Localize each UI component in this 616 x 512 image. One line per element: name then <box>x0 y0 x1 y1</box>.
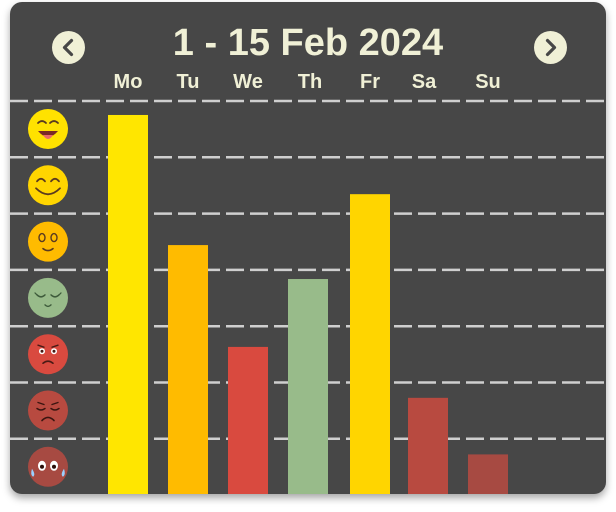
bar-su <box>468 454 508 494</box>
day-label-th: Th <box>297 71 323 93</box>
mood-face-circle <box>28 277 68 318</box>
mood-face-circle <box>28 165 68 206</box>
sad-face-icon <box>28 390 68 431</box>
bar-tu <box>168 245 208 494</box>
bar-sa <box>408 397 448 494</box>
day-label-su: Su <box>475 71 501 93</box>
chart-plot-area <box>10 99 606 494</box>
date-range-title: 1 - 15 Feb 2024 <box>172 22 444 64</box>
day-label-tu: Tu <box>176 71 200 93</box>
mood-face-circle <box>28 334 68 375</box>
next-period-button[interactable] <box>534 31 567 64</box>
day-label-mo: Mo <box>113 71 143 93</box>
chevron-left-icon <box>62 38 74 57</box>
mood-face-circle <box>28 390 68 431</box>
chevron-right-icon <box>545 38 557 57</box>
worried-face-icon <box>28 334 68 375</box>
day-label-fr: Fr <box>360 71 380 93</box>
sleepy-face-icon <box>28 277 68 318</box>
bar-we <box>228 346 268 494</box>
bar-th <box>288 279 328 494</box>
smiling-face-icon <box>28 165 68 206</box>
previous-period-button[interactable] <box>52 31 85 64</box>
mood-face-circle <box>28 109 68 149</box>
crying-face-icon <box>28 446 68 487</box>
grinning-tongue-face-icon <box>28 109 68 149</box>
day-label-we: We <box>233 71 263 93</box>
bar-mo <box>108 114 148 494</box>
mood-face-circle <box>28 221 68 262</box>
bar-fr <box>350 194 390 494</box>
mood-face-circle <box>28 446 68 487</box>
calm-face-icon <box>28 221 68 262</box>
day-label-sa: Sa <box>411 71 437 93</box>
